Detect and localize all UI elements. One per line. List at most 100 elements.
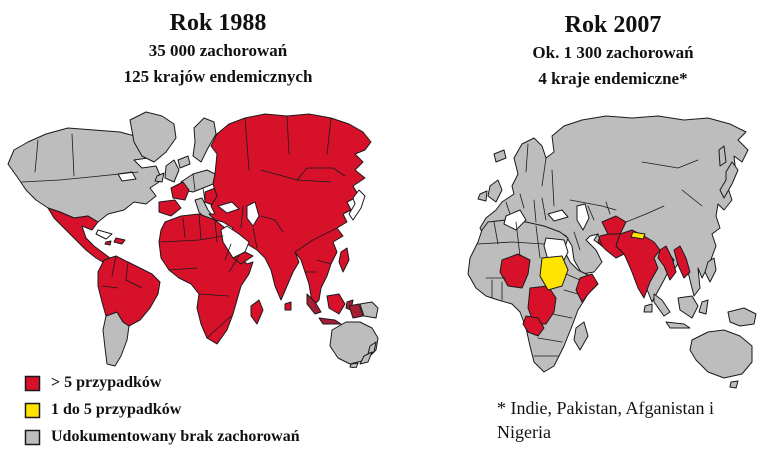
region-new-guinea-west: [348, 303, 364, 319]
border-mongolia: [296, 167, 346, 181]
legend-item-endemic: > 5 przypadków: [24, 374, 300, 392]
border-iran-pakistan: [252, 227, 258, 249]
region-uk-2007: [487, 179, 503, 203]
border-africa-inner: [168, 213, 240, 339]
border-mongolia-2007: [641, 159, 699, 169]
legend: > 5 przypadków 1 do 5 przypadków Udokume…: [24, 374, 300, 455]
region-angola: [522, 315, 545, 337]
border-asia-inner: [244, 115, 332, 273]
border-east-africa-2007: [533, 273, 581, 357]
legend-swatch-red-icon: [24, 375, 41, 391]
region-somalia: [575, 273, 599, 303]
border-west-africa-2007: [485, 221, 541, 301]
region-sulawesi-2007: [698, 299, 709, 315]
region-france: [170, 181, 190, 201]
border-central-asia-2007: [587, 201, 611, 221]
region-mexico-central-america: [47, 207, 111, 265]
region-borneo-2007: [677, 295, 699, 319]
region-sudan: [539, 255, 569, 291]
region-sri-lanka-2007: [643, 303, 653, 313]
region-new-guinea-east: [359, 301, 379, 319]
caspian-sea: [246, 201, 260, 227]
border-china-coast: [681, 189, 703, 207]
border-canada-inner: [71, 133, 75, 177]
region-uk: [164, 159, 180, 183]
region-yemen-oman: [232, 251, 254, 265]
region-cuba: [95, 229, 113, 240]
region-new-zealand-north: [367, 341, 377, 355]
region-iceland: [177, 155, 191, 169]
region-myanmar: [657, 245, 677, 281]
water-and-uncolored-1988: [95, 171, 366, 259]
subtitle-2007-countries: 4 kraje endemiczne*: [538, 68, 688, 88]
panel-header-1988: Rok 1988 35 000 zachorowań 125 krajów en…: [18, 8, 418, 89]
footnote-line2: Nigeria: [497, 421, 551, 442]
legend-item-low: 1 do 5 przypadków: [24, 401, 300, 419]
border-europe-inner: [192, 173, 206, 203]
subtitle-1988-cases: 35 000 zachorowań: [148, 41, 288, 60]
legend-label-endemic: > 5 przypadków: [51, 374, 162, 391]
great-lakes: [117, 171, 137, 182]
region-ireland-2007: [477, 190, 488, 202]
border-south-america-inner: [101, 255, 143, 289]
regions-islands-dark-1988: [306, 293, 364, 325]
border-china-india: [294, 227, 338, 253]
border-china-west: [625, 205, 665, 223]
region-japan: [348, 189, 366, 221]
regions-endemic-1988: [47, 113, 372, 345]
region-madagascar-2007: [573, 321, 589, 351]
panel-header-2007: Rok 2007 Ok. 1 300 zachorowań 4 kraje en…: [418, 10, 763, 91]
border-russia-kazakh: [569, 199, 617, 211]
title-2007: Rok 2007: [564, 12, 662, 38]
region-iceland-2007: [493, 149, 507, 163]
region-south-america-north: [97, 255, 161, 327]
region-australia: [329, 321, 379, 365]
black-sea-2007: [547, 209, 569, 222]
legend-label-low: 1 do 5 przypadków: [51, 401, 182, 418]
region-new-zealand-south: [359, 351, 373, 365]
legend-swatch-yellow-icon: [24, 402, 41, 418]
legend-swatch-gray-icon: [24, 429, 41, 445]
region-tasmania: [349, 362, 359, 368]
subtitle-1988-countries: 125 krajów endemicznych: [123, 66, 313, 86]
border-central-asia: [240, 205, 284, 233]
border-europe-2007: [505, 169, 555, 223]
region-java: [318, 317, 342, 325]
region-afghanistan: [601, 215, 627, 235]
border-iran-2007: [573, 231, 603, 251]
legend-item-none: Udokumentowany brak zachorowań: [24, 428, 300, 446]
region-vietnam-laos: [673, 245, 691, 279]
region-scandinavia: [192, 117, 217, 163]
region-tasmania-2007: [729, 380, 739, 389]
region-jamaica: [104, 240, 112, 246]
region-philippines-2007: [704, 257, 717, 283]
region-sakhalin: [718, 145, 727, 167]
region-australia-2007: [689, 329, 753, 379]
world-map-2007: [467, 115, 757, 389]
world-map-1988: [7, 111, 379, 368]
border-sahara: [160, 235, 224, 243]
region-hispaniola: [113, 237, 126, 245]
region-japan-2007: [719, 161, 739, 199]
border-scandinavia-2007: [525, 143, 547, 187]
region-greenland: [129, 111, 177, 163]
regions-no-cases-1988: [7, 111, 379, 368]
region-java-2007: [665, 321, 691, 329]
black-sea: [217, 201, 240, 214]
region-ireland: [154, 172, 165, 183]
region-philippines: [338, 247, 350, 273]
country-borders-2007: [477, 143, 703, 357]
region-madagascar: [250, 299, 264, 325]
border-sahara-2007: [477, 241, 545, 245]
footnote: * Indie, Pakistan, Afganistan i Nigeria: [497, 397, 759, 445]
region-iberia: [158, 199, 182, 217]
regions-endemic-overlay-1988: [232, 251, 254, 265]
footnote-line1: * Indie, Pakistan, Afganistan i: [497, 398, 714, 418]
region-new-guinea-2007: [727, 307, 757, 327]
border-us-canada: [21, 171, 139, 183]
subtitle-2007-cases: Ok. 1 300 zachorowań: [532, 43, 694, 62]
region-nepal: [630, 231, 646, 240]
caspian-sea-2007: [576, 203, 590, 231]
legend-label-none: Udokumentowany brak zachorowań: [51, 428, 300, 445]
region-france-2007: [503, 209, 527, 231]
